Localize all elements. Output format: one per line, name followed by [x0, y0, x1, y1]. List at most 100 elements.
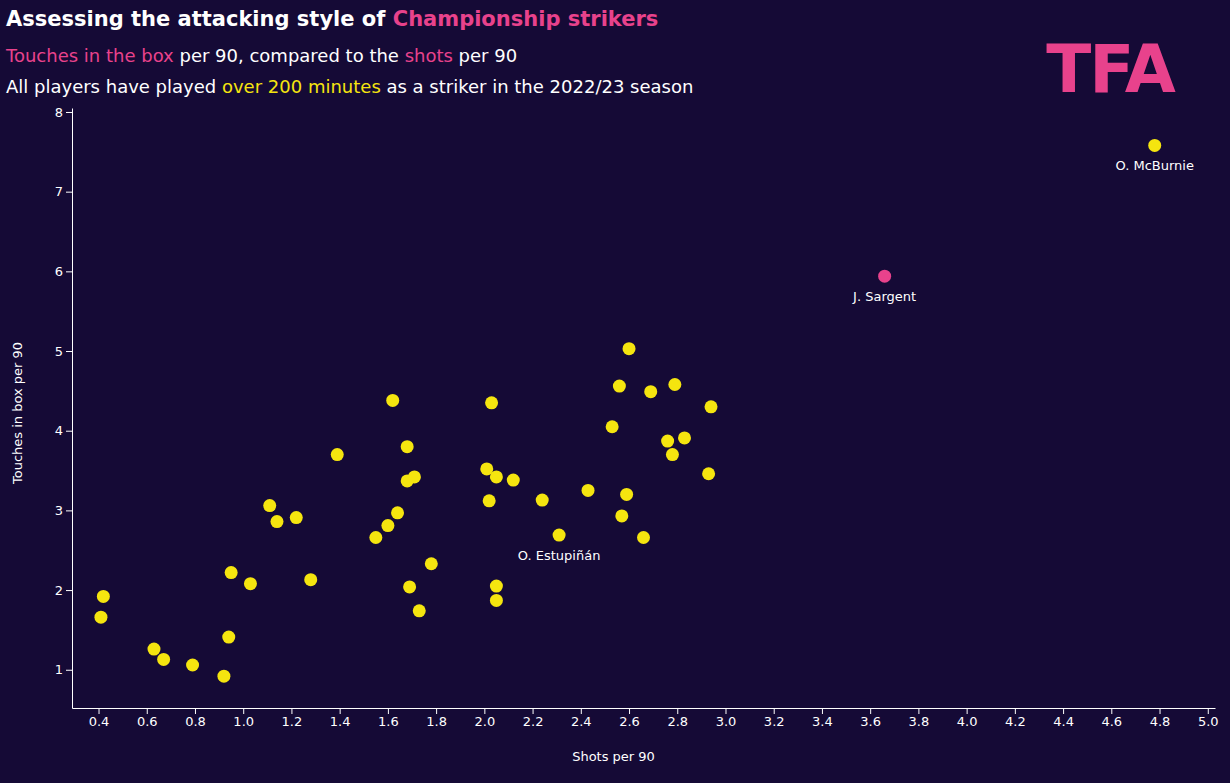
point [637, 531, 650, 544]
subtitle-part: per 90 [453, 45, 517, 66]
title: Assessing the attacking style of Champio… [6, 7, 658, 31]
point [490, 594, 503, 607]
tick-label: 5.0 [1198, 714, 1219, 729]
background [0, 0, 1230, 783]
tick-mark [533, 708, 534, 714]
point [668, 378, 681, 391]
tick-label: 1.8 [426, 714, 447, 729]
tick-mark [66, 670, 72, 671]
point [490, 580, 503, 593]
tick: 3 [55, 503, 72, 518]
tick-label: 5 [55, 344, 63, 359]
point [391, 506, 404, 519]
point [244, 577, 257, 590]
subtitle-part: as a striker in the 2022/23 season [381, 76, 694, 97]
point [620, 488, 633, 501]
subtitle-part: All players have played [6, 76, 222, 97]
x-axis-title: Shots per 90 [572, 749, 655, 764]
tick-mark [1160, 708, 1161, 714]
points [94, 139, 1161, 683]
point [483, 494, 496, 507]
tick-label: 2.4 [571, 714, 592, 729]
x-axis: 0.40.60.81.01.21.41.61.82.02.22.42.62.83… [73, 708, 1219, 729]
tick-label: 3 [55, 503, 63, 518]
point [666, 448, 679, 461]
point [615, 509, 628, 522]
tick-mark [291, 708, 292, 714]
tick: 0.4 [89, 708, 110, 729]
tick-label: 2.0 [475, 714, 496, 729]
tick: 1.8 [426, 708, 447, 729]
tick-mark [774, 708, 775, 714]
tick: 4.8 [1150, 708, 1171, 729]
tick-label: 2.2 [523, 714, 544, 729]
tick-mark [484, 708, 485, 714]
tick-mark [340, 708, 341, 714]
point [705, 400, 718, 413]
point [413, 604, 426, 617]
point [369, 531, 382, 544]
tick: 3.0 [716, 708, 737, 729]
tick: 6 [55, 264, 72, 279]
title-part: Assessing the attacking style of [6, 7, 393, 31]
tick-label: 1 [55, 662, 63, 677]
tick-mark [66, 510, 72, 511]
point [582, 484, 595, 497]
tick: 8 [55, 105, 72, 120]
point [878, 270, 891, 283]
point [536, 494, 549, 507]
point-label: O. Estupiñán [518, 548, 601, 563]
tick: 1.2 [282, 708, 303, 729]
subtitle-part: shots [405, 45, 453, 66]
point [225, 566, 238, 579]
tick-mark [870, 708, 871, 714]
point [217, 670, 230, 683]
tick-mark [677, 708, 678, 714]
tick: 5 [55, 344, 72, 359]
tick-mark [66, 351, 72, 352]
tick: 5.0 [1198, 708, 1219, 729]
tick-mark [1208, 708, 1209, 714]
tick: 4.4 [1053, 708, 1074, 729]
point [1148, 139, 1161, 152]
subtitle-part: per 90, compared to the [174, 45, 405, 66]
tick-label: 2 [55, 583, 63, 598]
logo: TFA [1046, 31, 1176, 108]
tick: 4 [55, 423, 72, 438]
tick-label: 6 [55, 264, 63, 279]
tick: 4.6 [1101, 708, 1122, 729]
tick-label: 0.8 [185, 714, 206, 729]
tick: 2.8 [667, 708, 688, 729]
y-axis-title: Touches in box per 90 [10, 342, 25, 485]
tick-mark [1111, 708, 1112, 714]
point-label: O. McBurnie [1115, 158, 1193, 173]
tick-label: 4.0 [957, 714, 978, 729]
title-part: Championship strikers [393, 7, 659, 31]
tick: 2 [55, 583, 72, 598]
tick: 3.6 [860, 708, 881, 729]
tick-label: 7 [55, 184, 63, 199]
tick-label: 1.2 [282, 714, 303, 729]
tick-mark [66, 112, 72, 113]
tick-label: 3.0 [716, 714, 737, 729]
point-labels: O. EstupiñánJ. SargentO. McBurnie [518, 158, 1194, 563]
point [485, 396, 498, 409]
tick-mark [581, 708, 582, 714]
tick-label: 2.6 [619, 714, 640, 729]
tick-mark [1063, 708, 1064, 714]
tick: 1.6 [378, 708, 399, 729]
tick-mark [66, 271, 72, 272]
tick-mark [1015, 708, 1016, 714]
point [661, 435, 674, 448]
subtitle-part: over 200 minutes [222, 76, 381, 97]
point [408, 470, 421, 483]
tick: 2.6 [619, 708, 640, 729]
point [553, 529, 566, 542]
point [490, 470, 503, 483]
point [386, 394, 399, 407]
tick-mark [66, 590, 72, 591]
tick-mark [725, 708, 726, 714]
tick: 7 [55, 184, 72, 199]
tick: 2.2 [523, 708, 544, 729]
tick-mark [243, 708, 244, 714]
